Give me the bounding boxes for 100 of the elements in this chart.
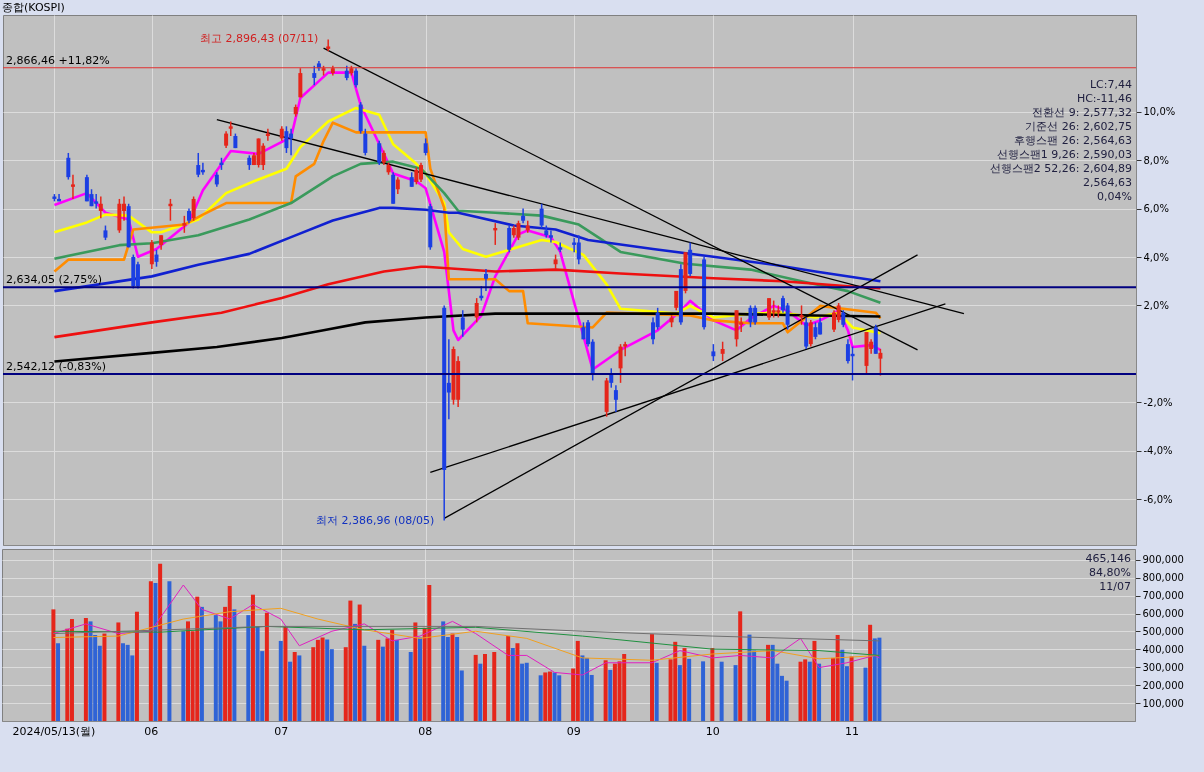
bar	[348, 600, 353, 721]
y-tick-label: 400,000	[1142, 643, 1184, 655]
bar	[134, 611, 139, 721]
bar	[232, 609, 237, 721]
bar	[863, 667, 868, 721]
bar	[543, 672, 548, 721]
bar	[506, 636, 511, 721]
bar	[325, 639, 330, 721]
bar	[250, 594, 255, 721]
annotation: 전환선 9: 2,577,32	[1032, 106, 1132, 119]
bar	[515, 643, 520, 721]
bar	[510, 648, 515, 721]
bar	[524, 662, 529, 721]
bar	[738, 611, 743, 721]
bar	[427, 585, 432, 721]
annotation: LC:7,44	[1089, 78, 1132, 91]
bar	[102, 633, 107, 721]
bar	[835, 635, 840, 721]
x-tick-label: 06	[144, 724, 159, 738]
bar	[552, 672, 557, 721]
bar	[719, 661, 724, 721]
annotation: 최고 2,896,43 (07/11)	[199, 32, 319, 46]
bar	[51, 609, 56, 721]
line-series	[53, 160, 882, 305]
bar	[394, 639, 399, 721]
y-tick-label: 6,0%	[1143, 203, 1169, 215]
bar	[288, 661, 293, 721]
bar	[199, 606, 204, 721]
y-tick-label: 100,000	[1142, 697, 1184, 709]
bar	[227, 586, 232, 721]
bar	[580, 655, 585, 721]
bar	[677, 665, 682, 721]
annotation: 465,146	[1085, 552, 1131, 565]
bar	[88, 621, 93, 721]
bar	[673, 641, 678, 721]
bar	[557, 675, 562, 721]
line-series	[52, 584, 880, 676]
y-tick-label: 900,000	[1142, 554, 1184, 566]
bar	[213, 615, 218, 721]
bar	[877, 637, 882, 721]
x-tick-label: 11	[845, 724, 860, 738]
y-tick-label: -4,0%	[1143, 445, 1173, 457]
bar	[167, 581, 172, 721]
bar	[538, 675, 543, 721]
bar	[840, 649, 845, 721]
bar	[148, 581, 153, 721]
bar	[849, 656, 854, 721]
bar	[547, 671, 552, 721]
line-series	[53, 206, 882, 293]
y-tick-label: -6,0%	[1143, 493, 1173, 505]
bar	[807, 661, 812, 721]
bar	[473, 654, 478, 721]
bar	[701, 661, 706, 721]
bar	[733, 665, 738, 721]
bar	[320, 637, 325, 721]
bar	[478, 663, 483, 721]
bar	[181, 631, 186, 721]
annotation: 84,80%	[1089, 566, 1131, 579]
annotation: HC:-11,46	[1076, 92, 1132, 105]
bar	[812, 640, 817, 721]
ref-line-label: 2,866,46 +11,82%	[6, 53, 110, 67]
bar	[650, 634, 655, 721]
bar	[83, 617, 88, 721]
bar	[441, 621, 446, 721]
annotation: 0,04%	[1097, 190, 1132, 203]
bar	[418, 637, 422, 721]
y-tick-label: 700,000	[1142, 590, 1184, 602]
annotation: 11/07	[1099, 580, 1131, 593]
bar	[608, 669, 613, 721]
x-tick-label: 10	[705, 724, 720, 738]
bar	[482, 653, 487, 721]
bar	[492, 652, 497, 721]
bar	[380, 646, 385, 721]
bar	[654, 662, 659, 721]
bar	[682, 648, 687, 721]
bar	[362, 645, 367, 721]
y-tick-label: 200,000	[1142, 679, 1184, 691]
x-tick-label: 07	[274, 724, 289, 738]
y-tick-label: 300,000	[1142, 661, 1184, 673]
annotation: 선행스팬2 52,26: 2,604,89	[989, 162, 1132, 175]
bar	[747, 634, 752, 721]
bar	[158, 563, 163, 721]
bar	[376, 639, 381, 721]
ref-line-label: 2,542,12 (-0,83%)	[6, 359, 106, 373]
y-tick-label: 8,0%	[1143, 154, 1169, 166]
bar	[687, 658, 692, 721]
chart-title: 종합(KOSPI)	[2, 1, 65, 14]
bar	[390, 629, 395, 721]
y-tick-label: 500,000	[1142, 625, 1184, 637]
bar	[710, 648, 715, 721]
line-series	[52, 625, 880, 656]
y-tick-label: 4,0%	[1143, 251, 1169, 263]
bar	[868, 624, 873, 721]
candlestick	[799, 304, 804, 326]
bar	[575, 640, 580, 721]
bar	[125, 644, 130, 721]
bar	[766, 644, 771, 721]
bar	[195, 596, 200, 721]
bar	[153, 583, 158, 721]
bar	[413, 622, 418, 721]
